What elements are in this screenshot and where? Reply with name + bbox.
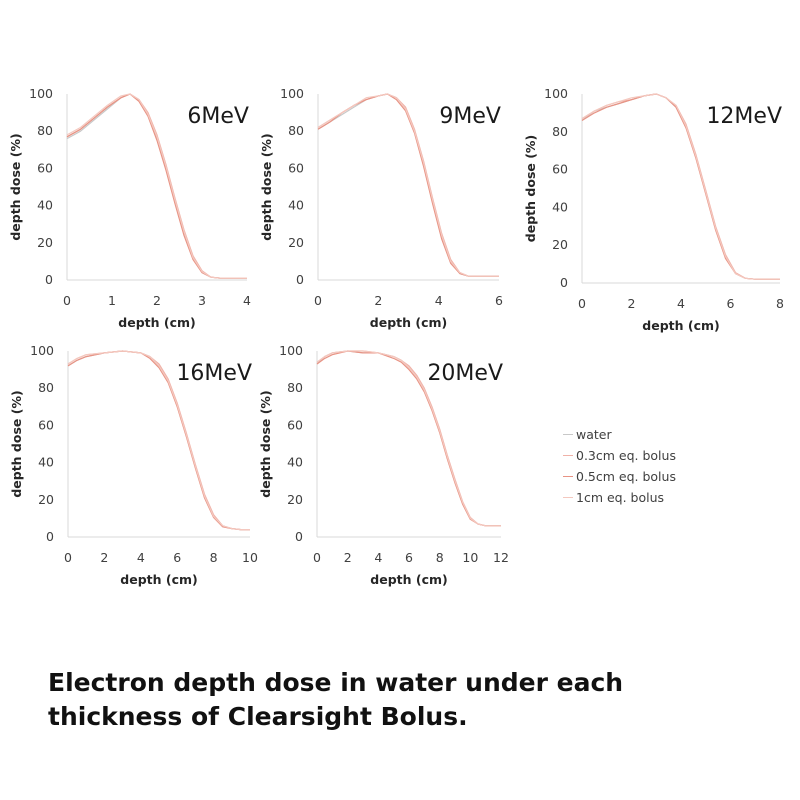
series-line-1cm-eq-bolus	[66, 93, 247, 279]
legend-label: 1cm eq. bolus	[576, 490, 665, 505]
y-axis-label: depth dose (%)	[9, 390, 24, 497]
legend-item: 0.3cm eq. bolus	[563, 445, 676, 466]
y-axis-label: depth dose (%)	[8, 133, 23, 240]
x-tick-label: 0	[314, 293, 322, 308]
x-tick-label: 3	[198, 293, 206, 308]
legend-label: 0.3cm eq. bolus	[576, 448, 676, 463]
y-axis-label: depth dose (%)	[258, 390, 273, 497]
x-axis-label: depth (cm)	[120, 572, 197, 587]
legend-swatch	[563, 497, 573, 498]
legend-item: 0.5cm eq. bolus	[563, 466, 676, 487]
x-tick-label: 0	[313, 550, 321, 565]
y-tick-label: 0	[46, 529, 54, 544]
y-tick-label: 40	[287, 455, 303, 470]
y-tick-label: 80	[552, 124, 568, 139]
x-tick-label: 4	[137, 550, 145, 565]
x-tick-label: 4	[243, 293, 251, 308]
chart-panel-4: 0 20 40 60 80 100 0 2 4 6 8 10 12 depth (cm) depth dos…	[258, 343, 509, 587]
x-tick-label: 2	[344, 550, 352, 565]
legend-label: water	[576, 427, 612, 442]
y-tick-label: 80	[38, 380, 54, 395]
x-axis-label: depth (cm)	[370, 572, 447, 587]
y-tick-label: 0	[45, 272, 53, 287]
panel-title: 9MeV	[439, 104, 501, 129]
y-tick-label: 0	[560, 275, 568, 290]
figure-caption: Electron depth dose in water under each …	[48, 668, 624, 731]
y-axis-label: depth dose (%)	[523, 135, 538, 242]
x-tick-label: 8	[210, 550, 218, 565]
series-line-1cm-eq-bolus	[67, 350, 250, 531]
x-tick-label: 4	[435, 293, 443, 308]
y-tick-label: 0	[296, 272, 304, 287]
legend-label: 0.5cm eq. bolus	[576, 469, 676, 484]
chart-panel-1: 0 20 40 60 80 100 0 2 4 6 depth (cm) depth dose (%)…	[259, 86, 503, 330]
y-tick-label: 100	[29, 86, 53, 101]
y-tick-label: 60	[287, 417, 303, 432]
legend: water 0.3cm eq. bolus 0.5cm eq. bolus 1cm e…	[563, 424, 676, 508]
y-tick-label: 80	[288, 123, 304, 138]
panel-title: 6MeV	[187, 104, 249, 129]
legend-swatch	[563, 455, 573, 456]
x-tick-label: 1	[108, 293, 116, 308]
x-tick-label: 4	[677, 296, 685, 311]
y-tick-label: 80	[287, 380, 303, 395]
series-line-1cm-eq-bolus	[317, 93, 499, 277]
legend-item: 1cm eq. bolus	[563, 487, 676, 508]
chart-panel-3: 0 20 40 60 80 100 0 2 4 6 8 10 depth (cm) depth dose …	[9, 343, 258, 587]
x-tick-label: 0	[578, 296, 586, 311]
x-tick-label: 2	[153, 293, 161, 308]
legend-item: water	[563, 424, 676, 445]
y-tick-label: 80	[37, 123, 53, 138]
y-tick-label: 100	[544, 86, 568, 101]
x-tick-label: 8	[776, 296, 784, 311]
x-axis-label: depth (cm)	[370, 315, 447, 330]
y-tick-label: 40	[552, 199, 568, 214]
y-tick-label: 60	[38, 417, 54, 432]
y-tick-label: 100	[279, 343, 303, 358]
x-tick-label: 0	[64, 550, 72, 565]
x-tick-label: 6	[727, 296, 735, 311]
panel-title: 12MeV	[706, 104, 782, 129]
legend-swatch	[563, 476, 573, 477]
series-line-1cm-eq-bolus	[581, 93, 780, 280]
y-tick-label: 20	[38, 492, 54, 507]
y-tick-label: 0	[295, 529, 303, 544]
y-tick-label: 20	[287, 492, 303, 507]
x-axis-label: depth (cm)	[118, 315, 195, 330]
series-line-1cm-eq-bolus	[316, 350, 501, 527]
y-tick-label: 60	[37, 160, 53, 175]
y-tick-label: 100	[280, 86, 304, 101]
chart-panel-0: 0 20 40 60 80 100 0 1 2 3 4 depth (cm) depth dose (%…	[8, 86, 251, 330]
x-tick-label: 8	[436, 550, 444, 565]
y-tick-label: 40	[288, 198, 304, 213]
x-tick-label: 6	[173, 550, 181, 565]
x-tick-label: 12	[493, 550, 509, 565]
x-tick-label: 2	[100, 550, 108, 565]
legend-swatch	[563, 434, 573, 435]
y-tick-label: 60	[552, 162, 568, 177]
y-tick-label: 100	[30, 343, 54, 358]
x-tick-label: 0	[63, 293, 71, 308]
x-tick-label: 4	[374, 550, 382, 565]
x-tick-label: 2	[374, 293, 382, 308]
y-axis-label: depth dose (%)	[259, 133, 274, 240]
x-axis-label: depth (cm)	[642, 318, 719, 333]
x-tick-label: 6	[495, 293, 503, 308]
panel-title: 16MeV	[176, 361, 252, 386]
x-tick-label: 6	[405, 550, 413, 565]
y-tick-label: 40	[38, 455, 54, 470]
x-tick-label: 10	[242, 550, 258, 565]
y-tick-label: 60	[288, 160, 304, 175]
chart-panel-2: 0 20 40 60 80 100 0 2 4 6 8 depth (cm) depth dose (%…	[523, 86, 784, 333]
y-tick-label: 20	[552, 237, 568, 252]
panel-title: 20MeV	[427, 361, 503, 386]
y-tick-label: 40	[37, 198, 53, 213]
y-tick-label: 20	[37, 235, 53, 250]
y-tick-label: 20	[288, 235, 304, 250]
x-tick-label: 10	[462, 550, 478, 565]
x-tick-label: 2	[628, 296, 636, 311]
